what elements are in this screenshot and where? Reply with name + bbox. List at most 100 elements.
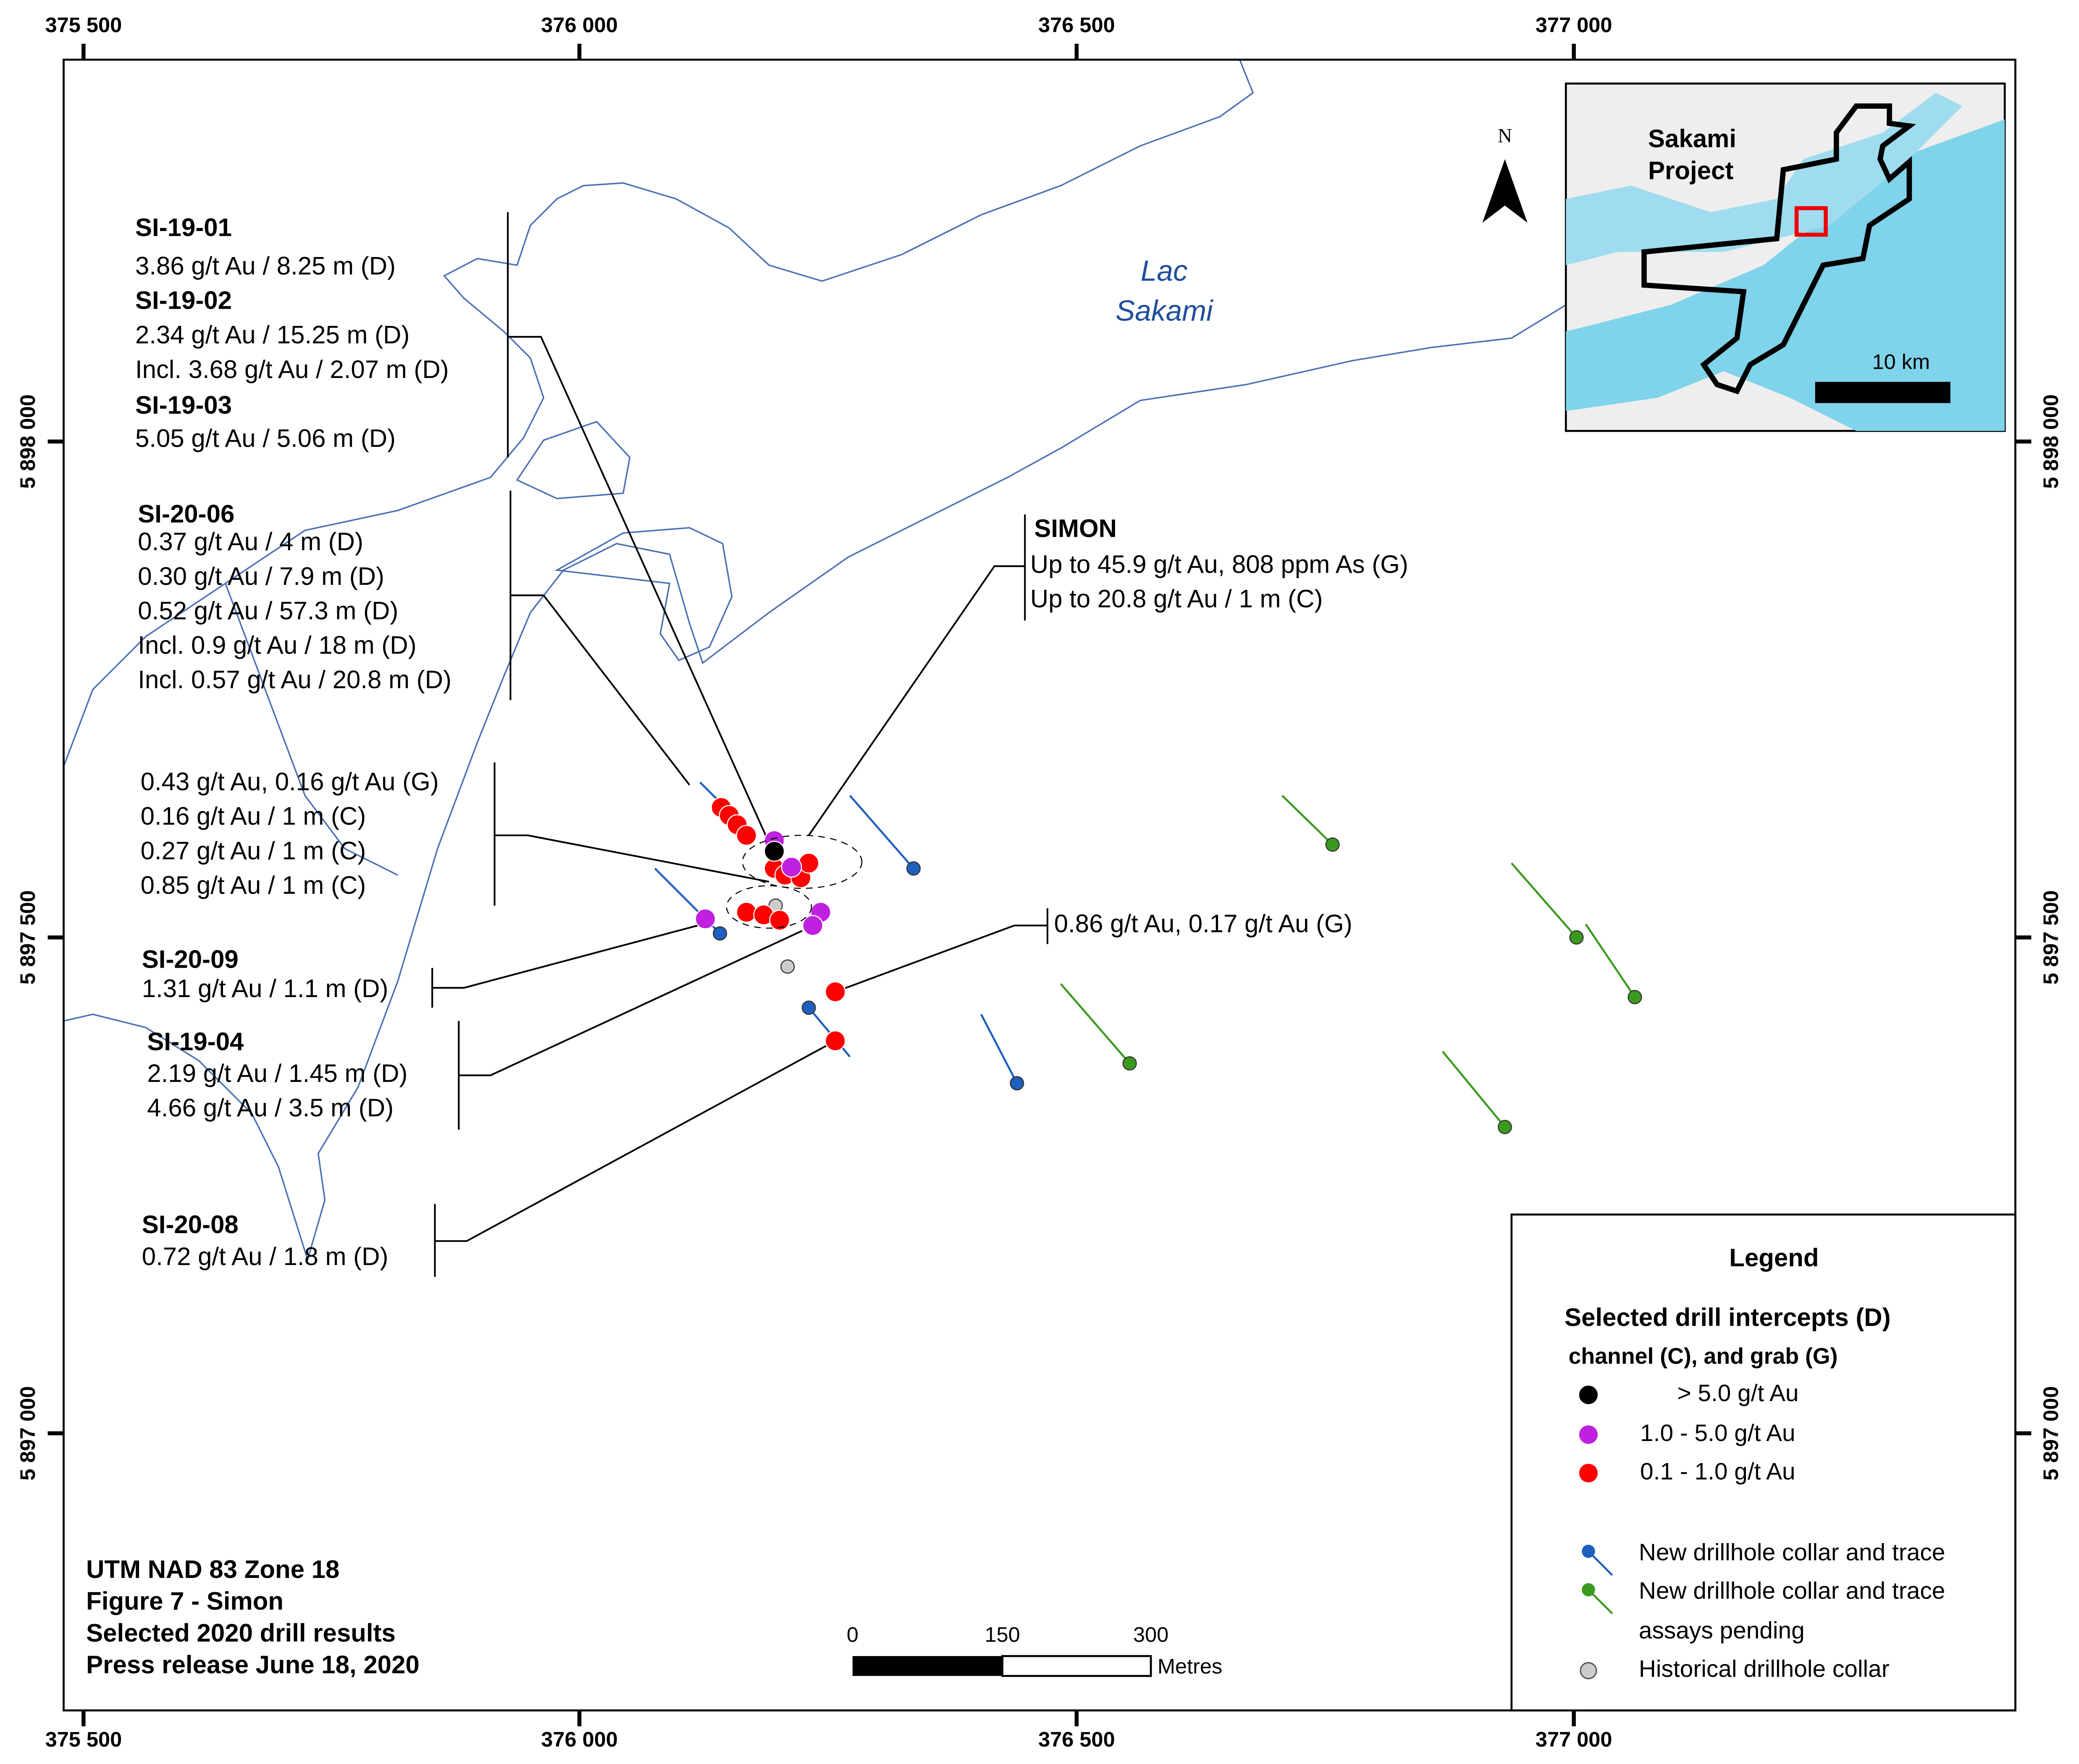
shoreline-shape bbox=[516, 420, 631, 499]
info-line: Selected 2020 drill results bbox=[86, 1619, 396, 1647]
drill-collars-shape bbox=[1325, 837, 1340, 852]
drill-collars-shape bbox=[780, 959, 795, 974]
drill-collars bbox=[713, 837, 1642, 1134]
sample-points-shape bbox=[824, 1030, 846, 1052]
info-line: UTM NAD 83 Zone 18 bbox=[86, 1555, 339, 1583]
callout-line: 0.43 g/t Au, 0.16 g/t Au (G) bbox=[141, 768, 439, 796]
inset-scale-label: 10 km bbox=[1872, 349, 1930, 373]
inset-map-shape bbox=[1566, 93, 1963, 265]
sample-points-shape bbox=[781, 856, 802, 878]
callout-line: Incl. 3.68 g/t Au / 2.07 m (D) bbox=[135, 355, 449, 383]
y-tick-label: 5 898 000 bbox=[2039, 394, 2063, 489]
callout-leaders-shape bbox=[434, 1040, 836, 1277]
legend-title: Legend bbox=[1729, 1244, 1819, 1272]
y-tick-label: 5 898 000 bbox=[16, 394, 39, 489]
scale-label: 0 bbox=[847, 1622, 858, 1646]
legend-item: assays pending bbox=[1639, 1617, 1805, 1644]
drill-traces-shape bbox=[1060, 983, 1131, 1064]
callout-line: 0.85 g/t Au / 1 m (C) bbox=[141, 871, 366, 899]
scale-bar-shape bbox=[1001, 1655, 1152, 1677]
callout-line: 0.86 g/t Au, 0.17 g/t Au (G) bbox=[1054, 909, 1352, 937]
legend-item: New drillhole collar and trace bbox=[1639, 1539, 1945, 1566]
inset-map-shape bbox=[1566, 119, 2005, 431]
callout-leaders-shape bbox=[808, 514, 1026, 836]
x-tick-label: 376 500 bbox=[1038, 13, 1115, 37]
drill-traces bbox=[654, 781, 1636, 1128]
inset-title: Project bbox=[1648, 156, 1733, 184]
lake-label: Lac bbox=[1141, 255, 1188, 287]
callout-title: SI-19-03 bbox=[135, 391, 232, 419]
legend-shape bbox=[1582, 1583, 1595, 1596]
shoreline-shape bbox=[63, 304, 1567, 1263]
callout-leaders bbox=[431, 212, 1048, 1277]
scale-unit: Metres bbox=[1158, 1654, 1222, 1678]
x-tick-label: 377 000 bbox=[1536, 13, 1612, 37]
legend-item: Historical drillhole collar bbox=[1639, 1656, 1890, 1683]
shoreline-shape bbox=[63, 59, 1254, 767]
drill-collars-shape bbox=[1122, 1056, 1137, 1071]
drill-traces-shape bbox=[849, 795, 914, 869]
inset-map-shape bbox=[1482, 159, 1528, 223]
callout-leaders-shape bbox=[835, 908, 1048, 993]
callout-title: SI-20-08 bbox=[142, 1210, 239, 1239]
inset-title: Sakami bbox=[1648, 125, 1736, 153]
callout-line: 1.31 g/t Au / 1.1 m (D) bbox=[142, 974, 388, 1003]
legend-subtitle: channel (C), and grab (G) bbox=[1569, 1344, 1838, 1369]
callout-line: Incl. 0.9 g/t Au / 18 m (D) bbox=[138, 631, 416, 659]
scale-bar-shape bbox=[852, 1656, 1003, 1676]
legend-item: 1.0 - 5.0 g/t Au bbox=[1640, 1420, 1796, 1446]
north-label: N bbox=[1498, 125, 1512, 147]
sample-points-shape bbox=[742, 835, 863, 889]
drill-collars-shape bbox=[1628, 990, 1642, 1005]
callout-line: 0.52 g/t Au / 57.3 m (D) bbox=[138, 596, 398, 625]
lake-label: Sakami bbox=[1116, 294, 1213, 327]
shoreline bbox=[63, 59, 1567, 1263]
callout-line: 0.37 g/t Au / 4 m (D) bbox=[138, 528, 363, 556]
inset-map-shape bbox=[1815, 382, 1950, 403]
legend-item: New drillhole collar and trace bbox=[1639, 1578, 1945, 1604]
x-tick-label: 376 000 bbox=[541, 1727, 618, 1751]
legend-shape bbox=[1510, 1213, 2016, 1712]
callout-leaders-shape bbox=[431, 923, 703, 1008]
callout-title: SI-20-06 bbox=[138, 500, 234, 528]
y-tick-label: 5 897 500 bbox=[2039, 890, 2063, 985]
legend-item: 0.1 - 1.0 g/t Au bbox=[1640, 1458, 1796, 1485]
drill-traces-shape bbox=[1441, 1050, 1506, 1128]
drill-traces-shape bbox=[1585, 924, 1636, 998]
callout-line: 3.86 g/t Au / 8.25 m (D) bbox=[135, 252, 396, 280]
callout-line: 0.27 g/t Au / 1 m (C) bbox=[141, 837, 366, 865]
x-tick-label: 376 500 bbox=[1038, 1727, 1115, 1751]
y-tick-label: 5 897 000 bbox=[2039, 1386, 2063, 1480]
x-tick-label: 376 000 bbox=[541, 13, 618, 37]
inset-map bbox=[1482, 82, 2006, 432]
sample-points-shape bbox=[736, 902, 757, 923]
callout-title: SI-19-04 bbox=[147, 1027, 244, 1055]
callout-line: 2.34 g/t Au / 15.25 m (D) bbox=[135, 321, 410, 349]
scale-label: 150 bbox=[984, 1622, 1020, 1646]
callout-leaders-shape bbox=[494, 762, 769, 906]
callout-leaders-shape bbox=[458, 930, 803, 1130]
drill-collars-shape bbox=[713, 926, 727, 941]
shoreline-shape bbox=[225, 583, 398, 876]
drill-traces-shape bbox=[980, 1013, 1018, 1084]
grid-ticks bbox=[47, 44, 2032, 1727]
inset-map-shape bbox=[1641, 103, 1916, 395]
callout-line: 0.72 g/t Au / 1.8 m (D) bbox=[142, 1242, 388, 1270]
callout-line: Incl. 0.57 g/t Au / 20.8 m (D) bbox=[138, 666, 452, 694]
drill-traces-shape bbox=[808, 1007, 851, 1058]
sample-points-shape bbox=[798, 853, 819, 874]
legend-shape bbox=[1579, 1385, 1598, 1404]
y-tick-label: 5 897 000 bbox=[16, 1386, 39, 1480]
info-line: Press release June 18, 2020 bbox=[86, 1651, 420, 1679]
sample-points bbox=[695, 797, 863, 1052]
x-tick-label: 375 500 bbox=[45, 13, 122, 37]
y-tick-label: 5 897 500 bbox=[16, 890, 39, 985]
inset-map-shape bbox=[1794, 206, 1828, 237]
info-line: Figure 7 - Simon bbox=[86, 1587, 284, 1615]
callout-line: Up to 20.8 g/t Au / 1 m (C) bbox=[1030, 585, 1323, 613]
map-frame bbox=[63, 58, 2016, 1712]
callout-line: 4.66 g/t Au / 3.5 m (D) bbox=[147, 1094, 394, 1122]
callout-line: 0.30 g/t Au / 7.9 m (D) bbox=[138, 562, 384, 590]
sample-points-shape bbox=[824, 981, 846, 1003]
